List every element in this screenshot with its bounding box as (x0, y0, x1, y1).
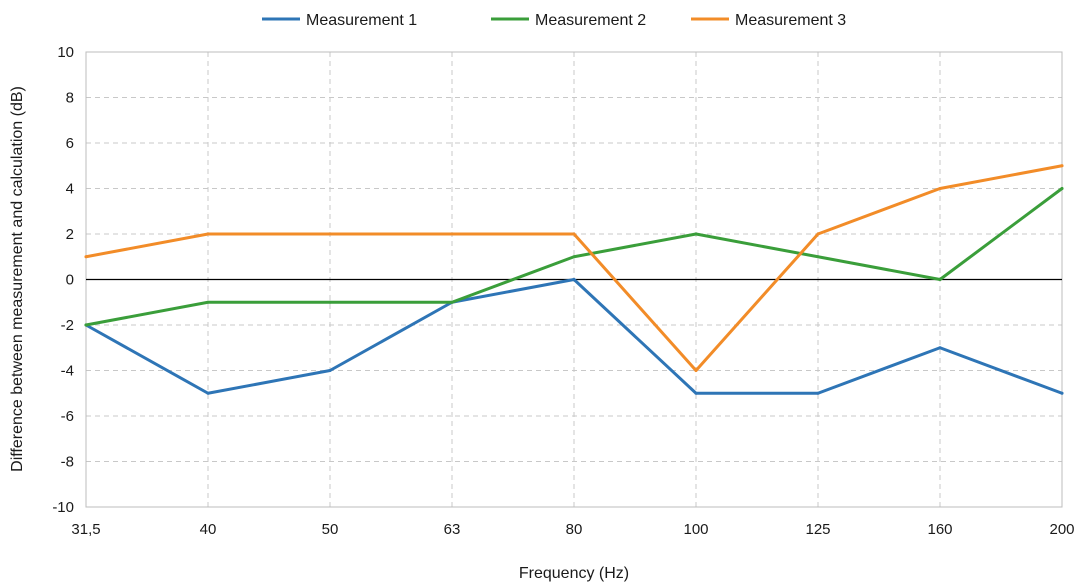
data-point (328, 369, 332, 372)
x-axis-label: Frequency (Hz) (519, 565, 629, 582)
data-point (694, 391, 698, 395)
x-tick-label: 100 (683, 521, 708, 538)
data-point (84, 323, 88, 327)
data-point (206, 300, 210, 304)
y-tick-label: -6 (61, 408, 74, 425)
x-tick-label: 80 (566, 521, 583, 538)
data-point (84, 255, 88, 259)
data-point (1060, 391, 1064, 395)
series-lines (84, 164, 1064, 395)
data-point (694, 232, 698, 236)
x-axis-tick-labels: 31,5 40 50 63 80 100 125 160 200 (71, 521, 1074, 538)
data-point (1060, 187, 1064, 190)
x-tick-label: 40 (200, 521, 217, 538)
legend-label: Measurement 1 (306, 12, 417, 29)
data-point (816, 255, 820, 259)
data-point (938, 187, 942, 190)
x-tick-label: 31,5 (71, 521, 100, 538)
data-point (694, 369, 698, 372)
y-tick-label: 6 (66, 135, 74, 152)
legend-label: Measurement 2 (535, 12, 646, 29)
data-point (572, 232, 576, 236)
data-point (206, 232, 210, 236)
y-tick-label: 0 (66, 272, 74, 289)
chart-legend: Measurement 1 Measurement 2 Measurement 3 (262, 12, 846, 29)
data-point (572, 278, 576, 281)
legend-item-measurement-3: Measurement 3 (691, 12, 846, 29)
y-tick-label: 4 (66, 181, 74, 198)
y-tick-label: -2 (61, 317, 74, 334)
data-point (1060, 164, 1064, 168)
x-tick-label: 63 (444, 521, 461, 538)
x-tick-label: 200 (1049, 521, 1074, 538)
data-point (572, 255, 576, 259)
data-point (450, 300, 454, 304)
legend-label: Measurement 3 (735, 12, 846, 29)
data-point (328, 232, 332, 236)
y-tick-label: 2 (66, 226, 74, 243)
y-tick-label: 10 (57, 44, 74, 61)
x-tick-label: 125 (805, 521, 830, 538)
data-point (938, 278, 942, 281)
y-axis-tick-labels: -10 -8 -6 -4 -2 0 2 4 6 8 10 (52, 44, 74, 516)
y-tick-label: -4 (61, 363, 74, 380)
data-point (816, 391, 820, 395)
data-point (816, 232, 820, 236)
data-point (450, 232, 454, 236)
data-point (328, 300, 332, 304)
data-point (938, 346, 942, 350)
x-tick-label: 160 (927, 521, 952, 538)
y-axis-label: Difference between measurement and calcu… (9, 86, 26, 472)
legend-item-measurement-1: Measurement 1 (262, 12, 417, 29)
legend-item-measurement-2: Measurement 2 (491, 12, 646, 29)
y-tick-label: -8 (61, 454, 74, 471)
data-point (206, 391, 210, 395)
y-tick-label: -10 (52, 499, 74, 516)
y-tick-label: 8 (66, 90, 74, 107)
x-tick-label: 50 (322, 521, 339, 538)
